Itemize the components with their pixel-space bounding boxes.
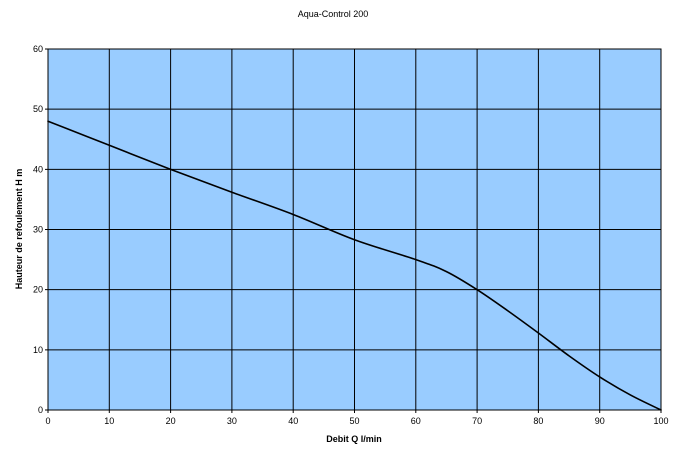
x-tick-label: 20	[166, 416, 176, 426]
y-tick-label: 60	[33, 44, 43, 54]
x-tick-label: 90	[595, 416, 605, 426]
x-tick-label: 30	[227, 416, 237, 426]
y-tick-label: 0	[38, 405, 43, 415]
x-tick-label: 60	[411, 416, 421, 426]
x-tick-label: 80	[533, 416, 543, 426]
y-tick-label: 50	[33, 104, 43, 114]
x-tick-label: 100	[653, 416, 668, 426]
x-tick-label: 50	[349, 416, 359, 426]
chart-title: Aqua-Control 200	[298, 9, 369, 19]
y-tick-label: 10	[33, 345, 43, 355]
y-axis-label: Hauteur de refoulement H m	[14, 169, 24, 290]
x-axis-label: Debit Q l/min	[326, 434, 382, 444]
x-tick-label: 10	[104, 416, 114, 426]
tick-labels: 0 10 20 30 40 50 60 70 80 90 100 0 10 20 30 40 50 60	[33, 44, 669, 426]
y-tick-label: 40	[33, 164, 43, 174]
series-line-head-curve	[47, 120, 662, 411]
x-tick-label: 0	[45, 416, 50, 426]
y-tick-label: 30	[33, 225, 43, 235]
x-tick-label: 40	[288, 416, 298, 426]
y-tick-label: 20	[33, 285, 43, 295]
x-tick-label: 70	[472, 416, 482, 426]
grid-lines	[45, 48, 662, 413]
